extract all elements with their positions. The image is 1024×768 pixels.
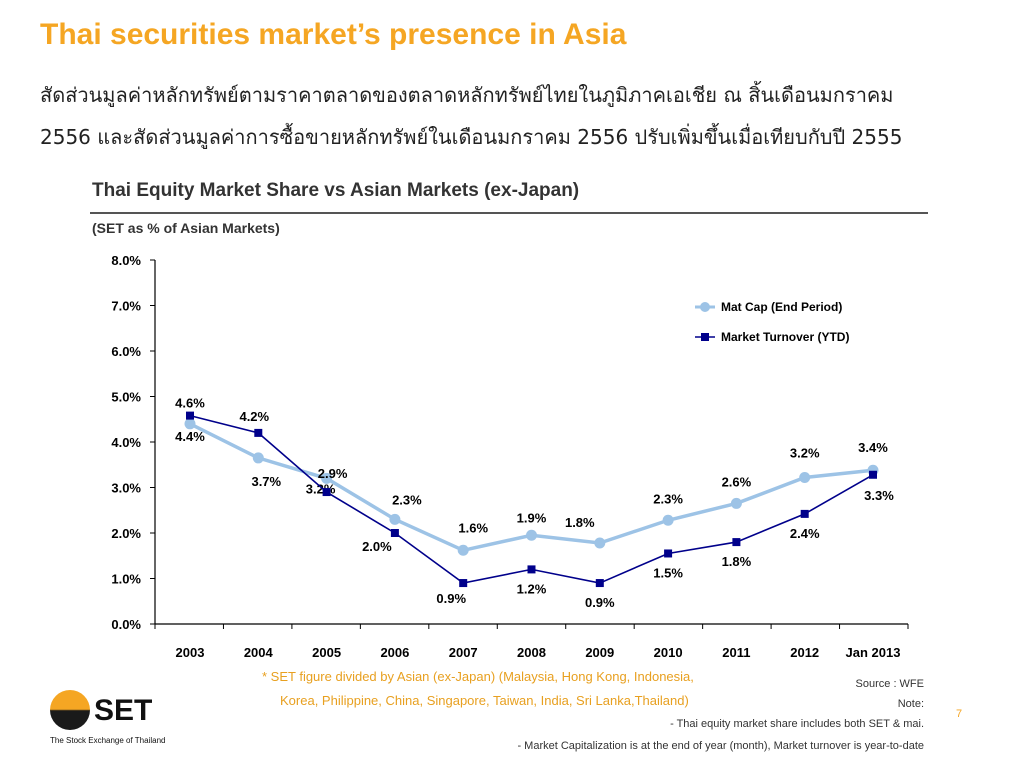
mat-cap-point	[662, 514, 674, 526]
y-tick-label: 3.0%	[111, 481, 141, 496]
x-tick-label: 2004	[244, 645, 274, 660]
market-turnover-point	[322, 488, 331, 497]
note-line-2: - Market Capitalization is at the end of…	[517, 740, 924, 752]
mat-cap-data-label: 3.7%	[251, 474, 281, 489]
x-tick-label: 2010	[654, 645, 683, 660]
y-tick-label: 5.0%	[111, 390, 141, 405]
slide-title: Thai securities market’s presence in Asi…	[40, 18, 627, 51]
market-turnover-point	[186, 411, 194, 420]
market-turnover-point	[800, 509, 809, 518]
market-turnover-data-label: 0.9%	[436, 591, 466, 606]
x-tick-label: 2012	[790, 645, 819, 660]
market-turnover-data-label: 4.6%	[175, 396, 205, 411]
mat-cap-data-label: 3.2%	[790, 445, 820, 460]
x-tick-label: Jan 2013	[846, 645, 901, 660]
mat-cap-data-label: 3.4%	[858, 440, 888, 455]
market-turnover-data-label: 0.9%	[585, 595, 615, 610]
x-tick-label: 2011	[722, 645, 750, 660]
mat-cap-data-label: 2.6%	[722, 474, 752, 489]
set-logo-text: SET	[94, 694, 153, 727]
thai-description: สัดส่วนมูลค่าหลักทรัพย์ตามราคาตลาดของตลา…	[40, 74, 1000, 158]
market-turnover-data-label: 2.9%	[318, 466, 348, 481]
series-line-market-turnover	[189, 414, 874, 584]
market-turnover-data-label: 3.3%	[864, 488, 894, 503]
footnote-line-2: Korea, Philippine, China, Singapore, Tai…	[280, 693, 689, 708]
mat-cap-data-label: 1.6%	[458, 520, 488, 535]
chart-subtitle: (SET as % of Asian Markets)	[92, 220, 280, 236]
mat-cap-data-label: 1.9%	[517, 510, 547, 525]
thai-description-line-1: สัดส่วนมูลค่าหลักทรัพย์ตามราคาตลาดของตลา…	[40, 83, 894, 107]
market-turnover-point	[254, 428, 263, 437]
source-label: Source : WFE	[855, 678, 924, 690]
x-tick-label: 2009	[585, 645, 614, 660]
legend-label-mat-cap: Mat Cap (End Period)	[721, 300, 842, 314]
x-tick-label: 2006	[380, 645, 409, 660]
mat-cap-point	[389, 513, 401, 525]
mat-cap-point	[799, 471, 811, 483]
mat-cap-data-label: 2.3%	[392, 492, 422, 507]
set-logo-icon	[50, 690, 90, 730]
market-turnover-point	[527, 565, 536, 574]
mat-cap-point	[252, 452, 264, 464]
set-logo: SET The Stock Exchange of Thailand	[50, 690, 165, 750]
market-turnover-point	[390, 529, 399, 537]
market-turnover-data-label: 2.4%	[790, 526, 820, 541]
x-tick-label: 2005	[312, 645, 341, 660]
x-tick-label: 2008	[517, 645, 546, 660]
chart-title: Thai Equity Market Share vs Asian Market…	[92, 180, 580, 201]
mat-cap-point	[594, 537, 606, 549]
legend-label-market-turnover: Market Turnover (YTD)	[721, 330, 849, 344]
x-tick-label: 2007	[449, 645, 478, 660]
market-turnover-data-label: 1.2%	[517, 581, 547, 596]
market-turnover-point	[595, 579, 604, 588]
y-tick-label: 1.0%	[111, 572, 141, 587]
legend-marker-market-turnover	[701, 333, 709, 341]
y-tick-label: 7.0%	[111, 299, 141, 314]
market-turnover-data-label: 1.5%	[653, 565, 683, 580]
set-logo-subtitle: The Stock Exchange of Thailand	[50, 736, 166, 745]
note-label: Note:	[897, 698, 924, 710]
mat-cap-data-label: 1.8%	[565, 515, 595, 530]
market-turnover-point	[732, 538, 741, 547]
footnote-line-1: * SET figure divided by Asian (ex-Japan)…	[262, 669, 694, 684]
chart-title-divider	[90, 212, 928, 214]
mat-cap-point	[730, 497, 742, 509]
mat-cap-point	[526, 529, 537, 541]
y-tick-label: 8.0%	[111, 253, 141, 268]
mat-cap-data-label: 4.4%	[175, 429, 205, 444]
page-number: 7	[956, 708, 963, 720]
market-turnover-data-label: 2.0%	[362, 539, 392, 554]
mat-cap-point	[184, 418, 196, 430]
market-turnover-point	[869, 470, 877, 479]
market-turnover-point	[459, 579, 468, 588]
mat-cap-point	[457, 544, 469, 556]
market-turnover-data-label: 4.2%	[239, 409, 269, 424]
market-turnover-data-label: 1.8%	[722, 554, 752, 569]
y-tick-label: 6.0%	[111, 344, 141, 359]
y-tick-label: 2.0%	[111, 526, 141, 541]
x-tick-label: 2003	[176, 645, 205, 660]
y-tick-label: 4.0%	[111, 435, 141, 450]
market-turnover-point	[664, 549, 673, 558]
note-line-1: - Thai equity market share includes both…	[670, 718, 924, 730]
y-tick-label: 0.0%	[111, 617, 141, 632]
mat-cap-point	[321, 472, 333, 484]
mat-cap-data-label: 2.3%	[653, 491, 683, 506]
thai-description-line-2: 2556 และสัดส่วนมูลค่าการซื้อขายหลักทรัพย…	[40, 125, 903, 149]
legend-marker-mat-cap	[700, 302, 710, 312]
